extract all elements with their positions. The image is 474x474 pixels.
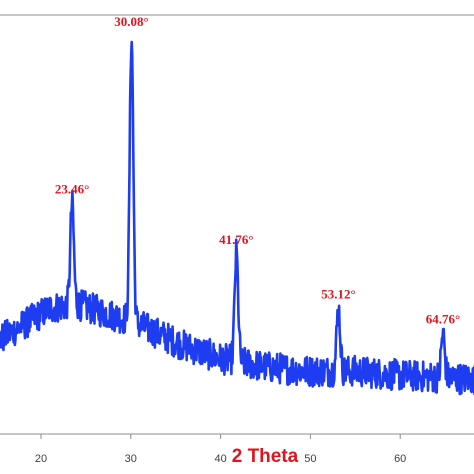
peak-annotation-label: 23.46°	[55, 182, 89, 197]
x-tick-label: 50	[304, 453, 316, 465]
peak-annotation-label: 41.76°	[219, 232, 253, 247]
x-axis-ticks: 20 30 40 50 60	[35, 434, 406, 465]
peak-annotations: 23.46° 30.08° 41.76° 53.12° 64.76°	[55, 14, 460, 326]
series-line-xrd-pattern	[0, 40, 474, 396]
x-axis-title: 2 Theta	[232, 446, 299, 467]
x-tick-label: 30	[125, 453, 137, 465]
peak-annotation-label: 30.08°	[114, 14, 148, 29]
x-tick-label: 20	[35, 453, 47, 465]
x-tick-label: 60	[394, 453, 406, 465]
x-tick-label: 40	[214, 453, 226, 465]
peak-annotation-label: 64.76°	[426, 311, 460, 326]
peak-annotation-label: 53.12°	[321, 286, 355, 301]
